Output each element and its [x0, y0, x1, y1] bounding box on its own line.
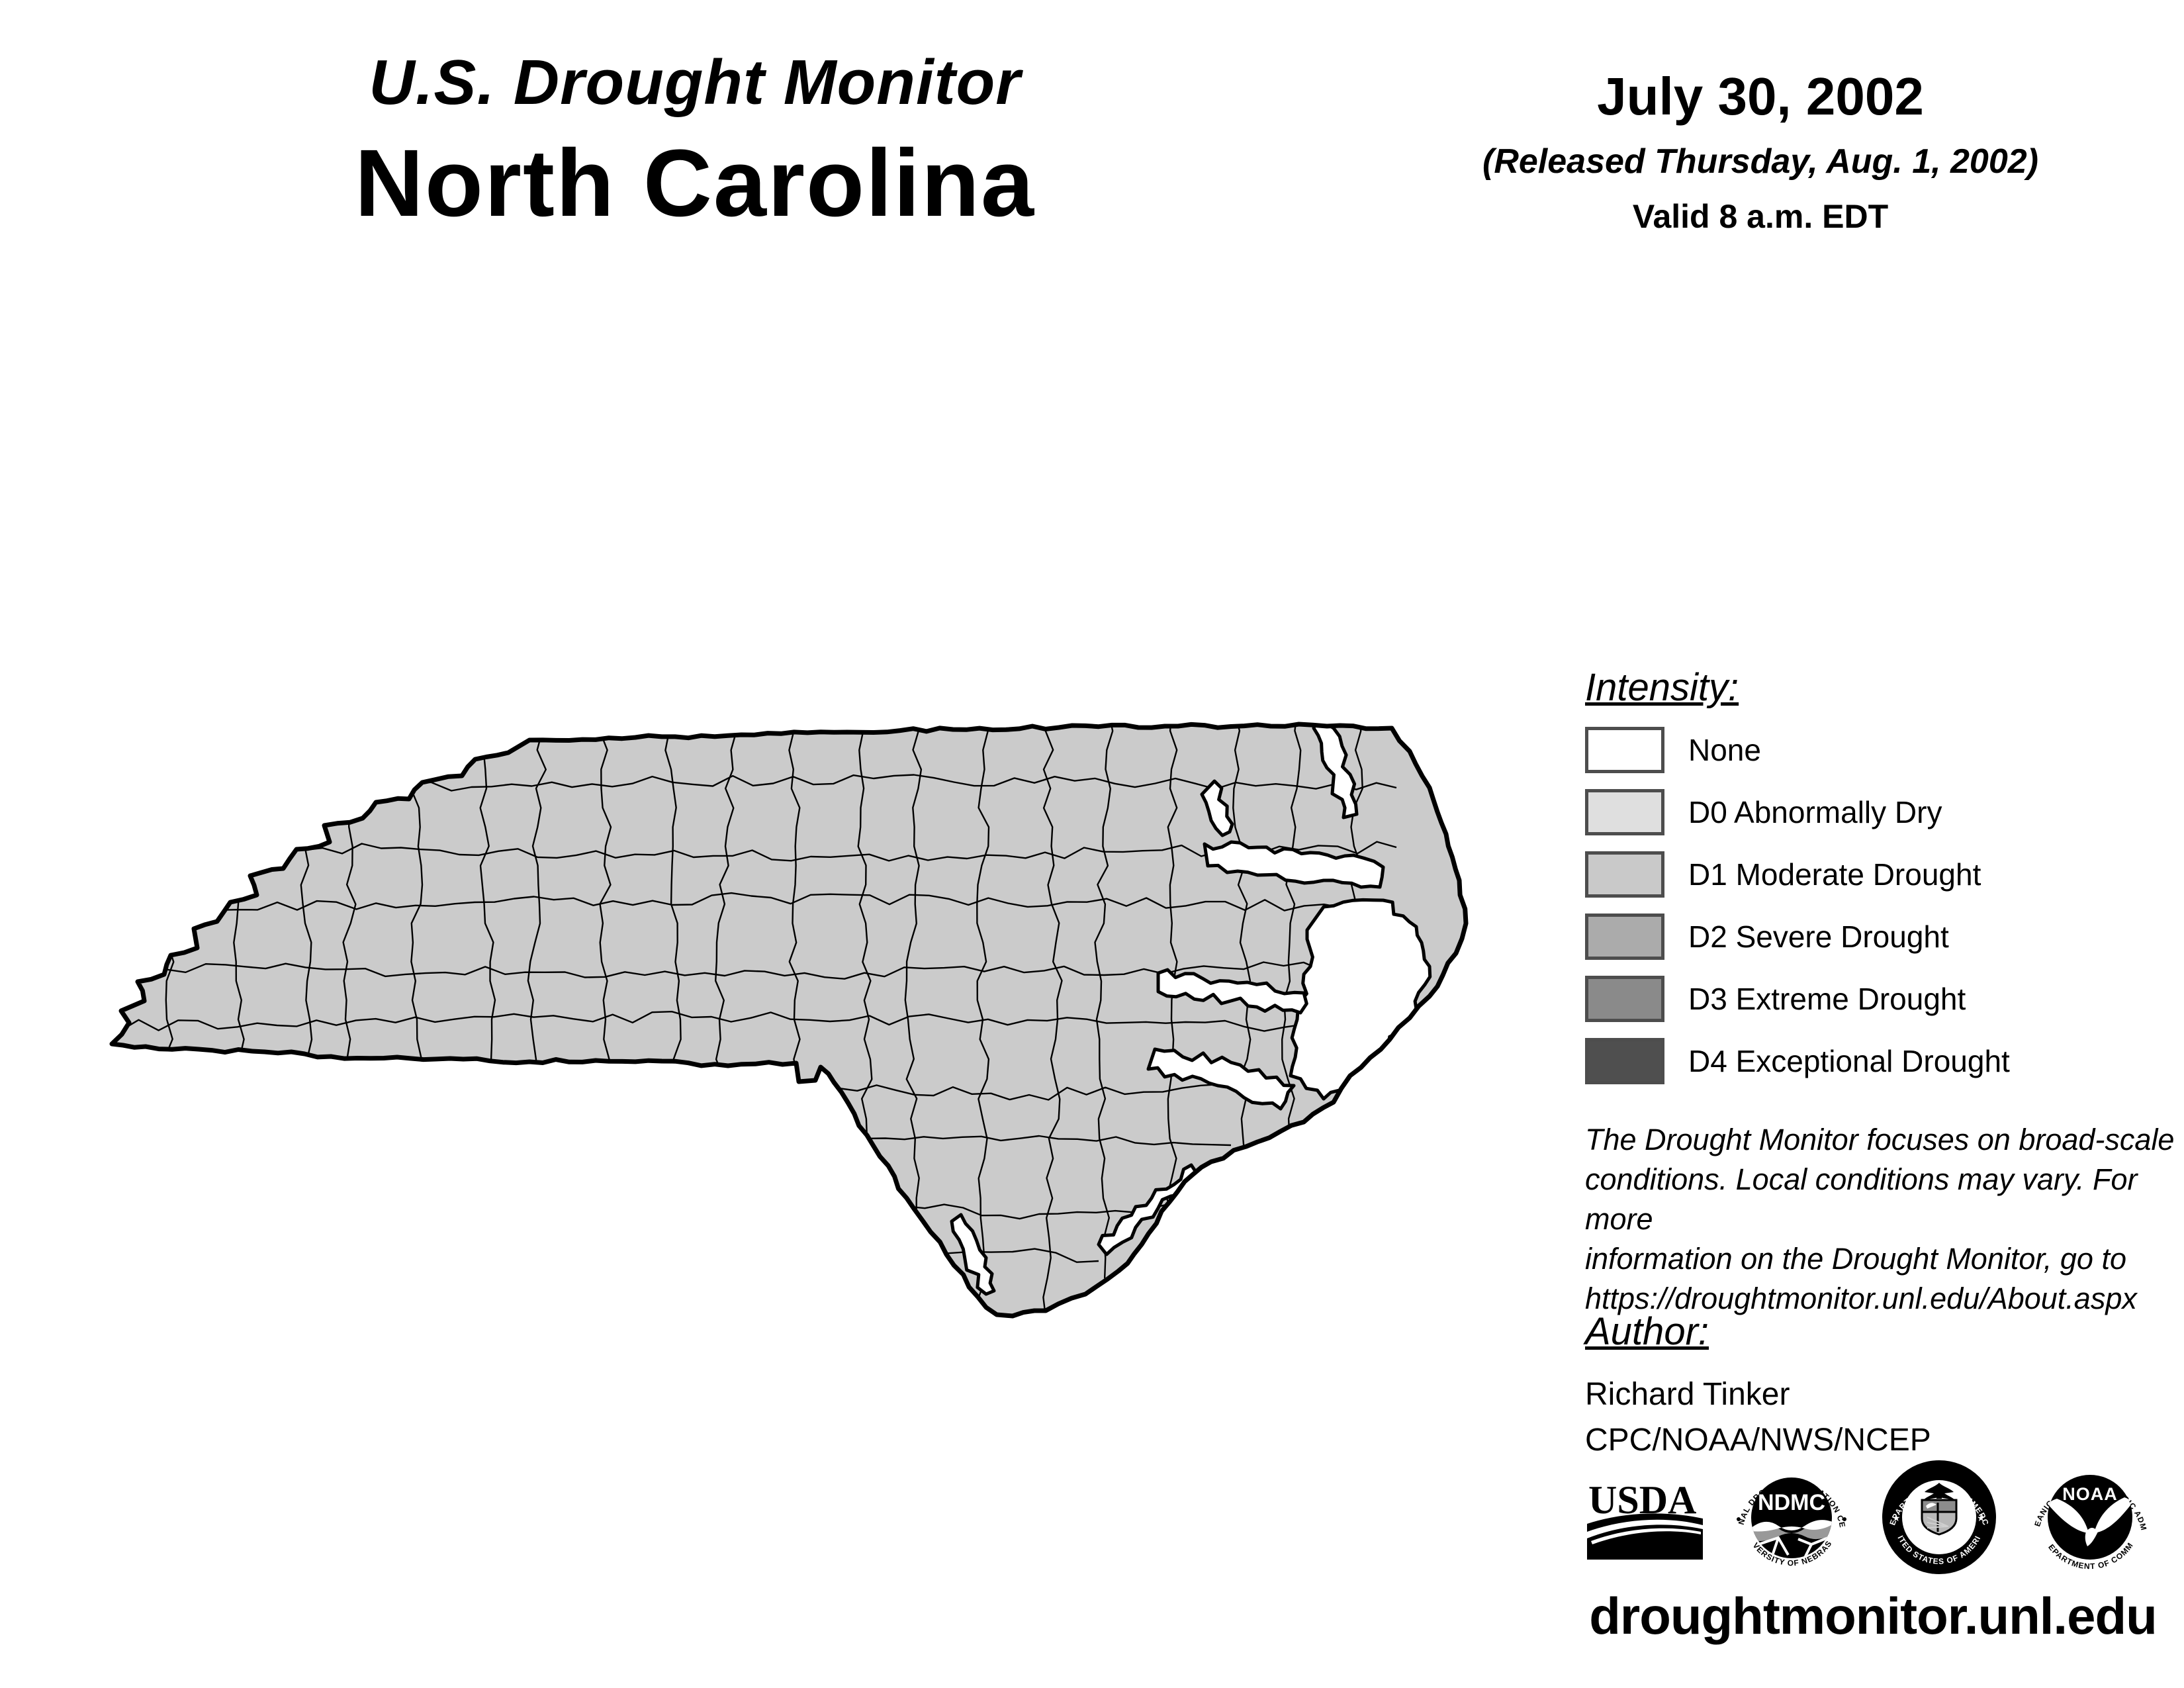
disclaimer-text: The Drought Monitor focuses on broad-sca… [1585, 1120, 2181, 1319]
legend-label: D0 Abnormally Dry [1688, 795, 1942, 829]
valid-time: Valid 8 a.m. EDT [1632, 198, 1889, 235]
legend-row-d4: D4 Exceptional Drought [1585, 1038, 2167, 1084]
legend-row-d3: D3 Extreme Drought [1585, 976, 2167, 1022]
author-heading: Author: [1585, 1310, 1709, 1353]
legend-label: D4 Exceptional Drought [1688, 1044, 2010, 1078]
ndmc-logo: NATIONAL DROUGHT MITIGATION CENTER UNIVE… [1737, 1477, 1846, 1568]
author-block: Author: Richard Tinker CPC/NOAA/NWS/NCEP [1585, 1309, 1931, 1458]
map-date: July 30, 2002 [1597, 67, 1924, 126]
noaa-logo: NATIONAL OCEANIC AND ATMOSPHERIC ADMINIS… [2032, 1475, 2148, 1571]
water-body [1156, 968, 1308, 1015]
legend-label: None [1688, 733, 1761, 767]
disclaimer-line: information on the Drought Monitor, go t… [1585, 1242, 2126, 1276]
legend-title: Intensity: [1585, 666, 1739, 709]
ndmc-logo-text: NDMC [1758, 1490, 1825, 1515]
legend-swatch-none [1585, 727, 1664, 773]
legend-swatch-d1 [1585, 851, 1664, 898]
disclaimer-line: The Drought Monitor focuses on broad-sca… [1585, 1123, 2175, 1156]
water-body [950, 1213, 996, 1296]
date-block: July 30, 2002 (Released Thursday, Aug. 1… [1430, 66, 2091, 236]
title-block: U.S. Drought Monitor North Carolina [199, 46, 1191, 238]
legend-swatch-d3 [1585, 976, 1664, 1022]
legend-row-none: None [1585, 727, 2167, 773]
author-org: CPC/NOAA/NWS/NCEP [1585, 1423, 1931, 1458]
footer-url: droughtmonitor.unl.edu [1589, 1587, 2158, 1645]
legend-row-d2: D2 Severe Drought [1585, 914, 2167, 960]
water-body [1203, 840, 1385, 889]
usda-logo: USDA [1587, 1481, 1703, 1560]
region-title: North Carolina [354, 130, 1036, 236]
legend-row-d1: D1 Moderate Drought [1585, 851, 2167, 898]
disclaimer-line: https://droughtmonitor.unl.edu/About.asp… [1585, 1282, 2137, 1315]
intensity-legend: Intensity: None D0 Abnormally Dry D1 Mod… [1585, 665, 2167, 1100]
legend-label: D2 Severe Drought [1688, 919, 1949, 954]
legend-row-d0: D0 Abnormally Dry [1585, 789, 2167, 835]
legend-swatch-d2 [1585, 914, 1664, 960]
water-body [1146, 1047, 1296, 1111]
legend-list: None D0 Abnormally Dry D1 Moderate Droug… [1585, 727, 2167, 1084]
legend-swatch-d4 [1585, 1038, 1664, 1084]
legend-label: D1 Moderate Drought [1688, 857, 1981, 892]
drought-band-base-D1 [112, 724, 1466, 1316]
doc-star-right: ★ [1977, 1513, 1985, 1523]
legend-swatch-d0 [1585, 789, 1664, 835]
water-body [1200, 779, 1234, 837]
doc-seal: DEPARTMENT OF COMMERCE UNITED STATES OF … [1881, 1459, 1997, 1575]
report-title: U.S. Drought Monitor [369, 47, 1021, 118]
author-name: Richard Tinker [1585, 1377, 1790, 1412]
state-outline [109, 722, 1469, 1319]
disclaimer-line: conditions. Local conditions may vary. F… [1585, 1162, 2138, 1236]
doc-star-left: ★ [1892, 1513, 1901, 1523]
legend-label: D3 Extreme Drought [1688, 982, 1966, 1016]
water-body [1312, 724, 1359, 820]
noaa-logo-text: NOAA [2062, 1484, 2118, 1504]
release-date: (Released Thursday, Aug. 1, 2002) [1482, 142, 2038, 181]
nc-drought-map [109, 722, 1469, 1319]
